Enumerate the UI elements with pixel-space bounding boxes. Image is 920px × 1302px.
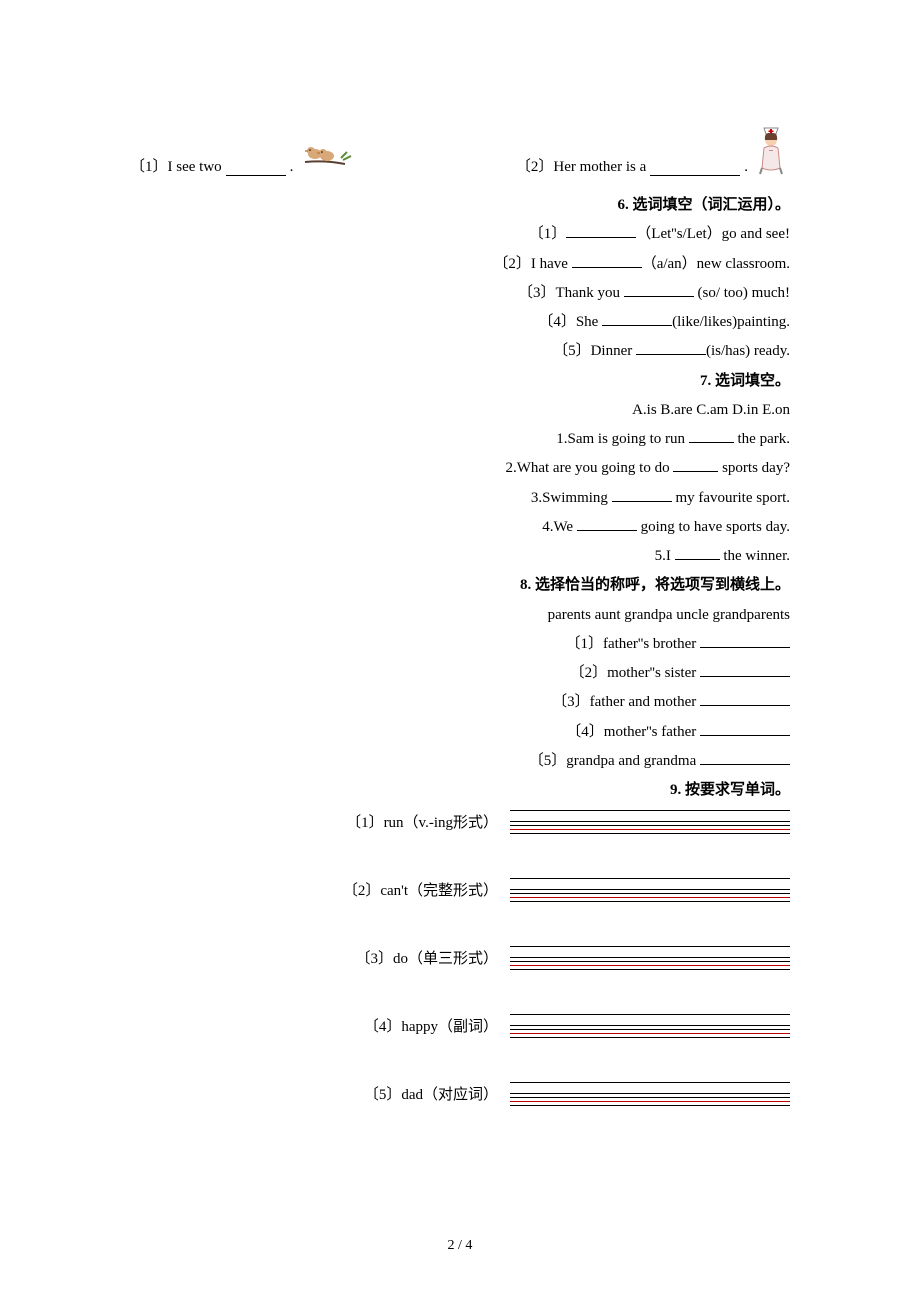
s7-blank-1[interactable] [689,429,734,443]
s7-blank-2[interactable] [673,458,718,472]
q2-suffix: . [744,159,748,176]
s9-row-2: 〔2〕can't（完整形式） [130,878,790,902]
s7-item-3: 3.Swimming my favourite sport. [130,487,790,510]
q2-prefix: 〔2〕Her mother is a [516,155,646,176]
q2-blank[interactable] [650,162,740,176]
top-image-questions: 〔1〕I see two . 〔2〕Her mother [130,120,790,176]
s8-blank-1[interactable] [700,634,790,648]
s8-item-4: 〔4〕mother''s father [130,721,790,744]
q1-birds: 〔1〕I see two . [130,134,353,176]
s7-blank-5[interactable] [675,546,720,560]
s9-row-1: 〔1〕run（v.-ing形式） [130,810,790,834]
s6-blank-5[interactable] [636,341,706,355]
s8-options: parents aunt grandpa uncle grandparents [130,604,790,627]
section9-title: 9. 按要求写单词。 [130,779,790,802]
s7-item-2: 2.What are you going to do sports day? [130,457,790,480]
s8-item-1: 〔1〕father''s brother [130,633,790,656]
section8-title: 8. 选择恰当的称呼，将选项写到横线上。 [130,574,790,597]
s6-blank-4[interactable] [602,312,672,326]
section7-title: 7. 选词填空。 [130,370,790,393]
s9-writing-lines-1[interactable] [510,810,790,834]
q1-suffix: . [290,159,294,176]
s8-blank-3[interactable] [700,692,790,706]
q1-prefix: 〔1〕I see two [130,155,222,176]
s9-writing-lines-3[interactable] [510,946,790,970]
s6-item-3: 〔3〕Thank you (so/ too) much! [130,282,790,305]
s9-row-3: 〔3〕do（单三形式） [130,946,790,970]
s9-label-5: 〔5〕dad（对应词） [364,1083,498,1106]
s9-writing-lines-5[interactable] [510,1082,790,1106]
s6-item-5: 〔5〕Dinner (is/has) ready. [130,340,790,363]
nurse-icon [752,120,790,176]
s6-blank-3[interactable] [624,283,694,297]
s7-blank-4[interactable] [577,517,637,531]
s9-writing-lines-2[interactable] [510,878,790,902]
s7-item-5: 5.I the winner. [130,545,790,568]
s8-blank-2[interactable] [700,663,790,677]
s9-row-4: 〔4〕happy（副词） [130,1014,790,1038]
s9-label-3: 〔3〕do（单三形式） [355,947,498,970]
s7-item-1: 1.Sam is going to run the park. [130,428,790,451]
s6-item-1: 〔1〕（Let''s/Let）go and see! [130,223,790,246]
s9-label-4: 〔4〕happy（副词） [364,1015,498,1038]
page-number: 2 / 4 [0,1238,920,1254]
s6-item-2: 〔2〕I have （a/an）new classroom. [130,253,790,276]
s8-item-3: 〔3〕father and mother [130,691,790,714]
s6-blank-1[interactable] [566,224,636,238]
s9-label-1: 〔1〕run（v.-ing形式） [346,811,498,834]
birds-icon [297,134,353,176]
q2-nurse: 〔2〕Her mother is a . [516,120,790,176]
s7-blank-3[interactable] [612,488,672,502]
s8-item-2: 〔2〕mother''s sister [130,662,790,685]
s8-blank-4[interactable] [700,722,790,736]
s8-item-5: 〔5〕grandpa and grandma [130,750,790,773]
q1-blank[interactable] [226,162,286,176]
s6-blank-2[interactable] [572,254,642,268]
s7-options: A.is B.are C.am D.in E.on [130,399,790,422]
s9-writing-lines-4[interactable] [510,1014,790,1038]
s9-label-2: 〔2〕can't（完整形式） [343,879,498,902]
s9-row-5: 〔5〕dad（对应词） [130,1082,790,1106]
s7-item-4: 4.We going to have sports day. [130,516,790,539]
s8-blank-5[interactable] [700,751,790,765]
s6-item-4: 〔4〕She (like/likes)painting. [130,311,790,334]
section6-title: 6. 选词填空（词汇运用）。 [130,194,790,217]
